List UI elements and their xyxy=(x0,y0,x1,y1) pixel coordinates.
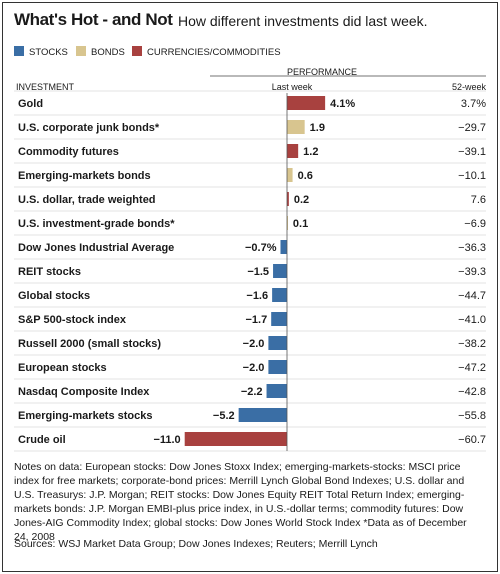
row-52-week-value: 7.6 xyxy=(471,194,486,206)
row-52-week-value: −38.2 xyxy=(458,338,486,350)
bar xyxy=(273,264,287,278)
bar xyxy=(287,216,288,230)
row-label: Global stocks xyxy=(18,290,90,302)
bar xyxy=(272,288,287,302)
row-52-week-value: −47.2 xyxy=(458,362,486,374)
bar-value-label: −2.2 xyxy=(241,386,263,398)
legend-item-commodities: CURRENCIES/COMMODITIES xyxy=(132,46,281,58)
row-label: Commodity futures xyxy=(18,146,119,158)
row-label: Nasdaq Composite Index xyxy=(18,386,150,398)
bar xyxy=(266,384,287,398)
header-52-week: 52-week xyxy=(452,82,487,92)
bar-value-label: 4.1% xyxy=(330,98,355,110)
row-label: Emerging-markets stocks xyxy=(18,410,153,422)
bar-value-label: −1.7 xyxy=(245,314,267,326)
bar xyxy=(287,96,326,110)
legend-item-bonds: BONDS xyxy=(76,46,125,58)
row-label: Russell 2000 (small stocks) xyxy=(18,338,161,350)
bar-chart: PERFORMANCE INVESTMENT Last week 52-week Gol… xyxy=(14,67,487,452)
bar-value-label: 0.6 xyxy=(298,170,313,182)
row-52-week-value: −60.7 xyxy=(458,434,486,446)
row-52-week-value: 3.7% xyxy=(461,98,486,110)
header-investment: INVESTMENT xyxy=(16,82,75,92)
notes-text: Notes on data: European stocks: Dow Jone… xyxy=(14,461,467,543)
bar-value-label: −1.5 xyxy=(247,266,269,278)
row-52-week-value: −44.7 xyxy=(458,290,486,302)
row-label: Gold xyxy=(18,98,43,110)
bar xyxy=(268,336,287,350)
legend-label-commodities: CURRENCIES/COMMODITIES xyxy=(147,47,281,58)
bar-value-label: 0.2 xyxy=(294,194,309,206)
row-label: U.S. investment-grade bonds* xyxy=(18,218,175,230)
bar-value-label: −11.0 xyxy=(153,434,180,446)
bar xyxy=(280,240,287,254)
legend-swatch-commodities xyxy=(132,46,142,56)
bar xyxy=(238,408,287,422)
legend-label-bonds: BONDS xyxy=(91,47,125,58)
row-52-week-value: −10.1 xyxy=(458,170,486,182)
row-52-week-value: −39.3 xyxy=(458,266,486,278)
sources-text: Sources: WSJ Market Data Group; Dow Jone… xyxy=(14,538,378,550)
row-52-week-value: −42.8 xyxy=(458,386,486,398)
row-52-week-value: −29.7 xyxy=(458,122,486,134)
chart-title: What's Hot - and Not xyxy=(14,10,173,29)
header-last-week: Last week xyxy=(272,82,313,92)
bar-value-label: −5.2 xyxy=(213,410,235,422)
bar-value-label: −1.6 xyxy=(246,290,268,302)
row-label: U.S. dollar, trade weighted xyxy=(18,194,156,206)
bar xyxy=(287,168,293,182)
bar-value-label: 1.2 xyxy=(303,146,318,158)
row-label: Crude oil xyxy=(18,434,66,446)
bar xyxy=(287,144,299,158)
bar-value-label: 0.1 xyxy=(293,218,308,230)
bar xyxy=(268,360,287,374)
bar-value-label: −0.7% xyxy=(245,242,277,254)
row-label: European stocks xyxy=(18,362,107,374)
bar-value-label: −2.0 xyxy=(243,338,265,350)
legend-label-stocks: STOCKS xyxy=(29,47,68,58)
row-52-week-value: −6.9 xyxy=(464,218,486,230)
bar-value-label: 1.9 xyxy=(310,122,325,134)
bar xyxy=(287,120,305,134)
chart-subtitle: How different investments did last week. xyxy=(178,13,428,29)
row-label: REIT stocks xyxy=(18,266,81,278)
header-performance: PERFORMANCE xyxy=(287,67,357,77)
legend-swatch-stocks xyxy=(14,46,24,56)
row-label: S&P 500-stock index xyxy=(18,314,127,326)
bar-value-label: −2.0 xyxy=(243,362,265,374)
row-label: U.S. corporate junk bonds* xyxy=(18,122,160,134)
bar xyxy=(271,312,287,326)
bar xyxy=(184,432,287,446)
legend-item-stocks: STOCKS xyxy=(14,46,68,58)
row-52-week-value: −55.8 xyxy=(458,410,486,422)
row-52-week-value: −41.0 xyxy=(458,314,486,326)
bar xyxy=(287,192,289,206)
legend-swatch-bonds xyxy=(76,46,86,56)
row-52-week-value: −36.3 xyxy=(458,242,486,254)
row-52-week-value: −39.1 xyxy=(458,146,486,158)
row-label: Emerging-markets bonds xyxy=(18,170,151,182)
row-label: Dow Jones Industrial Average xyxy=(18,242,174,254)
